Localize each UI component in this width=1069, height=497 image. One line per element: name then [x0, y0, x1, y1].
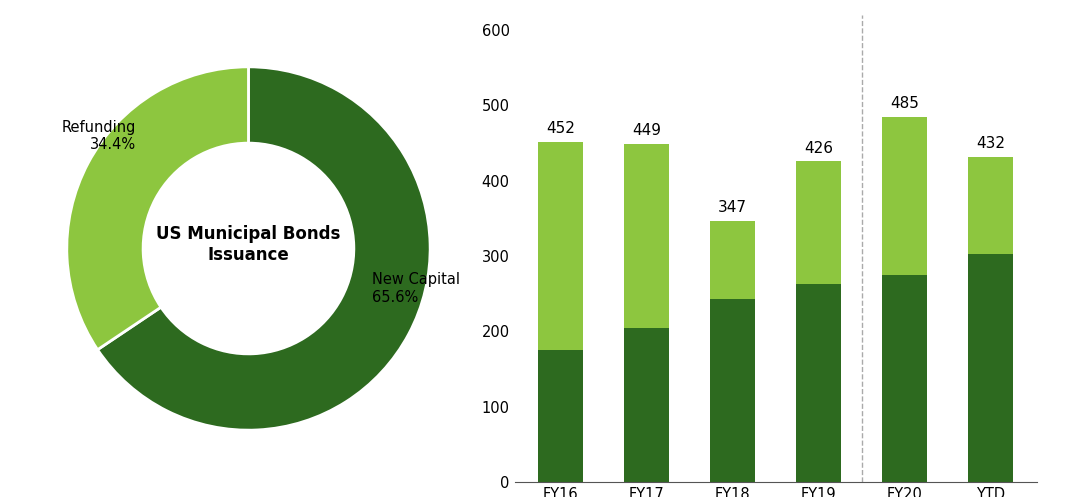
Text: Refunding
34.4%: Refunding 34.4%	[61, 120, 136, 152]
Text: 426: 426	[804, 141, 833, 156]
Bar	[539, 350, 583, 482]
Text: 432: 432	[976, 136, 1005, 151]
Bar	[882, 275, 927, 482]
Bar	[796, 161, 841, 284]
Text: 452: 452	[546, 121, 575, 136]
Bar	[882, 117, 927, 275]
Bar	[969, 254, 1013, 482]
Bar	[711, 299, 755, 482]
Legend: New Capital, Refunding: New Capital, Refunding	[652, 0, 899, 2]
Text: 449: 449	[632, 123, 662, 139]
Bar	[624, 144, 669, 328]
Text: 347: 347	[718, 200, 747, 215]
Text: New Capital
65.6%: New Capital 65.6%	[372, 272, 460, 305]
Bar	[796, 284, 841, 482]
Text: 485: 485	[890, 96, 919, 111]
Wedge shape	[97, 67, 430, 430]
Bar	[539, 142, 583, 350]
Bar	[624, 328, 669, 482]
Bar	[711, 221, 755, 299]
Text: US Municipal Bonds
Issuance: US Municipal Bonds Issuance	[156, 226, 341, 264]
Wedge shape	[66, 67, 248, 350]
Bar	[969, 157, 1013, 254]
